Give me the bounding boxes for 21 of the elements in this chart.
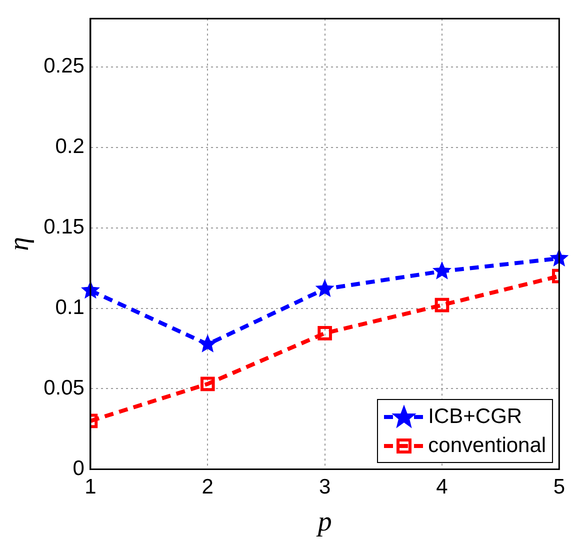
point bbox=[200, 376, 215, 392]
legend-label: ICB+CGR bbox=[428, 404, 522, 429]
y-tick-label: 0.05 bbox=[44, 376, 84, 400]
y-tick-label: 0.25 bbox=[44, 54, 84, 78]
y-tick-label: 0.2 bbox=[55, 135, 84, 158]
y-tick-label: 0.1 bbox=[55, 296, 84, 320]
x-tick-label: 4 bbox=[436, 476, 448, 499]
point bbox=[315, 278, 334, 298]
x-tick-label: 1 bbox=[84, 476, 96, 499]
point bbox=[434, 298, 450, 312]
x-axis-title: p bbox=[316, 506, 332, 538]
y-tick-label: 0 bbox=[72, 456, 84, 480]
point bbox=[432, 261, 452, 280]
y-tick-label: 0.15 bbox=[44, 216, 84, 239]
y-axis-title: η bbox=[4, 236, 36, 251]
x-tick-label: 5 bbox=[553, 476, 566, 499]
point bbox=[318, 326, 332, 340]
x-tick-label: 3 bbox=[318, 476, 331, 499]
x-tick-label: 2 bbox=[202, 476, 214, 499]
legend-label: conventional bbox=[428, 434, 546, 458]
point bbox=[198, 334, 218, 352]
